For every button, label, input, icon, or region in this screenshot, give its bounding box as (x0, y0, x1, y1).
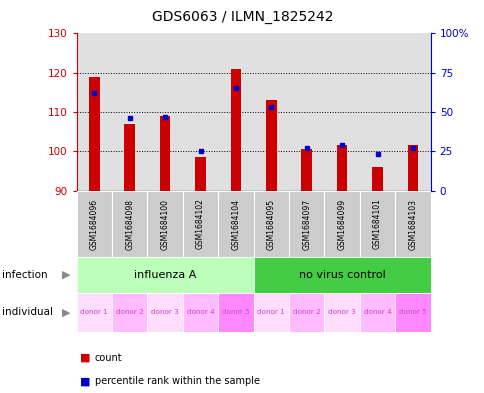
Text: GSM1684099: GSM1684099 (337, 198, 346, 250)
Bar (76, 191, 112, 257)
Bar (76, 33, 112, 191)
Bar (324, 33, 359, 191)
Text: GSM1684104: GSM1684104 (231, 198, 240, 250)
Bar (124, 124, 135, 191)
Text: ■: ■ (80, 376, 91, 386)
Bar (76, 257, 253, 293)
Bar (253, 293, 288, 332)
Text: donor 3: donor 3 (328, 309, 355, 316)
Text: no virus control: no virus control (298, 270, 385, 280)
Text: GDS6063 / ILMN_1825242: GDS6063 / ILMN_1825242 (151, 10, 333, 24)
Bar (112, 33, 147, 191)
Text: donor 5: donor 5 (222, 309, 249, 316)
Text: donor 5: donor 5 (398, 309, 426, 316)
Text: infection: infection (2, 270, 48, 280)
Bar (253, 33, 288, 191)
Text: GSM1684098: GSM1684098 (125, 198, 134, 250)
Bar (253, 191, 288, 257)
Text: ■: ■ (80, 353, 91, 363)
Bar (76, 293, 112, 332)
Bar (336, 145, 347, 191)
Bar (147, 33, 182, 191)
Bar (147, 191, 182, 257)
Text: donor 4: donor 4 (363, 309, 391, 316)
Bar (324, 191, 359, 257)
Text: percentile rank within the sample: percentile rank within the sample (94, 376, 259, 386)
Text: donor 1: donor 1 (80, 309, 108, 316)
Bar (230, 69, 241, 191)
Text: donor 3: donor 3 (151, 309, 179, 316)
Text: GSM1684101: GSM1684101 (372, 198, 381, 250)
Text: donor 2: donor 2 (116, 309, 143, 316)
Bar (182, 293, 218, 332)
Bar (288, 293, 324, 332)
Text: individual: individual (2, 307, 53, 318)
Bar (160, 116, 170, 191)
Bar (324, 293, 359, 332)
Bar (112, 191, 147, 257)
Bar (359, 33, 394, 191)
Text: GSM1684095: GSM1684095 (266, 198, 275, 250)
Text: GSM1684096: GSM1684096 (90, 198, 99, 250)
Bar (147, 293, 182, 332)
Text: GSM1684103: GSM1684103 (408, 198, 417, 250)
Bar (394, 33, 430, 191)
Text: count: count (94, 353, 122, 363)
Bar (218, 33, 253, 191)
Text: GSM1684097: GSM1684097 (302, 198, 311, 250)
Bar (394, 191, 430, 257)
Bar (218, 293, 253, 332)
Text: donor 4: donor 4 (186, 309, 214, 316)
Bar (394, 293, 430, 332)
Bar (359, 293, 394, 332)
Bar (253, 257, 430, 293)
Bar (372, 167, 382, 191)
Text: influenza A: influenza A (134, 270, 196, 280)
Bar (407, 145, 417, 191)
Bar (182, 33, 218, 191)
Text: donor 2: donor 2 (292, 309, 320, 316)
Bar (195, 157, 205, 191)
Text: GSM1684102: GSM1684102 (196, 198, 205, 250)
Bar (359, 191, 394, 257)
Bar (288, 191, 324, 257)
Text: donor 1: donor 1 (257, 309, 285, 316)
Bar (301, 149, 311, 191)
Bar (218, 191, 253, 257)
Text: ▶: ▶ (61, 270, 70, 280)
Text: ▶: ▶ (61, 307, 70, 318)
Bar (182, 191, 218, 257)
Bar (266, 100, 276, 191)
Bar (112, 293, 147, 332)
Text: GSM1684100: GSM1684100 (160, 198, 169, 250)
Bar (89, 77, 99, 191)
Bar (288, 33, 324, 191)
